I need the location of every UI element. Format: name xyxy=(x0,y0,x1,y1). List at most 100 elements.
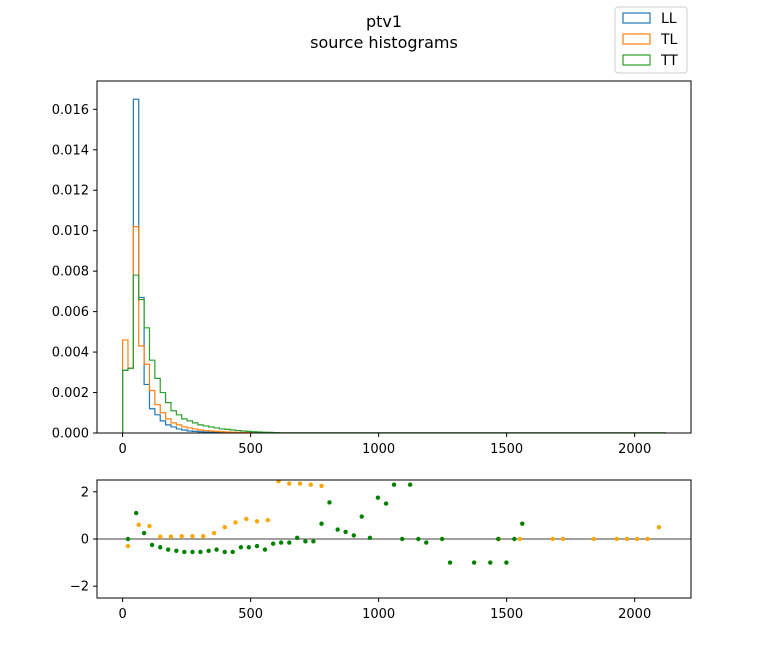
scatter-point-orange xyxy=(560,536,566,542)
top-histogram-panel: 0 500 1000 1500 2000 0.000 0.002 0.004 0.006 0.00… xyxy=(52,80,692,457)
bottom-y-tick-label: 0 xyxy=(81,533,89,548)
scatter-point-orange xyxy=(635,536,640,542)
scatter-point-green xyxy=(238,545,244,550)
top-y-tick-label: 0.002 xyxy=(52,386,89,401)
scatter-point-orange xyxy=(265,517,270,523)
scatter-point-green xyxy=(206,548,211,553)
scatter-point-orange xyxy=(222,525,227,530)
scatter-point-green xyxy=(287,540,292,545)
scatter-point-green xyxy=(399,536,405,542)
scatter-point-green xyxy=(375,495,381,500)
scatter-point-green xyxy=(335,527,340,532)
scatter-point-orange xyxy=(308,482,313,487)
bottom-y-tick-label: 2 xyxy=(81,485,89,500)
bottom-x-tick-label: 500 xyxy=(238,607,263,622)
scatter-point-orange xyxy=(147,523,152,529)
bottom-x-tick-label: 0 xyxy=(118,607,126,622)
legend-label-tl: TL xyxy=(660,32,678,48)
top-y-tick-label: 0.014 xyxy=(52,143,89,158)
scatter-point-green xyxy=(262,547,268,552)
scatter-point-orange xyxy=(211,530,217,536)
scatter-point-green xyxy=(230,549,235,555)
scatter-point-green xyxy=(416,536,421,542)
scatter-point-orange xyxy=(136,522,141,528)
scatter-point-orange xyxy=(276,480,281,484)
top-x-tick-label: 500 xyxy=(238,442,263,457)
scatter-point-green xyxy=(343,529,348,535)
scatter-point-green xyxy=(303,539,308,544)
top-y-tick-label: 0.008 xyxy=(52,265,89,280)
bottom-y-tick-label: −2 xyxy=(70,580,89,595)
scatter-point-green xyxy=(149,542,155,548)
scatter-point-green xyxy=(190,549,195,555)
top-y-tick-label: 0.004 xyxy=(52,346,89,361)
scatter-point-green xyxy=(359,514,364,519)
scatter-point-orange xyxy=(645,536,650,542)
scatter-point-orange xyxy=(190,533,195,539)
scatter-point-green xyxy=(133,510,139,516)
scatter-point-green xyxy=(407,482,413,487)
scatter-point-orange xyxy=(319,483,324,489)
scatter-point-orange xyxy=(591,536,596,542)
scatter-point-green xyxy=(158,545,163,550)
scatter-point-green xyxy=(165,547,171,552)
top-y-tick-label: 0.016 xyxy=(52,103,89,118)
scatter-point-green xyxy=(222,549,227,555)
scatter-point-green xyxy=(319,521,324,526)
scatter-point-green xyxy=(246,545,252,550)
scatter-point-green xyxy=(512,536,517,542)
legend: LL TL TT xyxy=(614,6,688,74)
top-x-tick-label: 0 xyxy=(118,442,126,457)
chart-subtitle: source histograms xyxy=(310,33,458,52)
scatter-point-orange xyxy=(168,534,174,539)
scatter-point-orange xyxy=(179,533,184,539)
scatter-point-green xyxy=(447,560,453,565)
legend-swatch-ll xyxy=(622,12,651,24)
scatter-point-green xyxy=(254,543,260,549)
scatter-point-green xyxy=(488,560,493,565)
scatter-point-orange xyxy=(158,534,163,539)
legend-swatch-tt xyxy=(622,54,651,66)
scatter-point-orange xyxy=(297,481,303,486)
scatter-point-green xyxy=(471,560,477,565)
scatter-point-orange xyxy=(125,543,131,549)
bottom-x-tick-label: 1500 xyxy=(490,607,523,622)
histogram-series-tl xyxy=(122,226,666,433)
scatter-point-orange xyxy=(244,516,249,522)
scatter-point-green xyxy=(141,530,147,536)
scatter-point-green xyxy=(270,541,276,546)
scatter-point-green xyxy=(182,549,187,555)
top-x-tick-label: 1000 xyxy=(362,442,395,457)
scatter-point-orange xyxy=(624,536,630,542)
scatter-point-green xyxy=(214,547,219,552)
scatter-point-green xyxy=(391,482,397,487)
scatter-point-green xyxy=(295,535,300,541)
scatter-point-green xyxy=(327,500,332,505)
scatter-point-green xyxy=(496,536,501,542)
bottom-scatter-panel: 0 500 1000 1500 2000 −2 0 2 xyxy=(70,479,692,622)
scatter-point-orange xyxy=(287,481,292,486)
bottom-x-tick-label: 2000 xyxy=(618,607,651,622)
chart-title: ptv1 xyxy=(366,12,402,31)
histogram-series-ll xyxy=(122,98,666,433)
top-x-tick-label: 1500 xyxy=(490,442,523,457)
legend-swatch-tl xyxy=(622,33,651,45)
scatter-point-green xyxy=(367,535,373,541)
scatter-point-green xyxy=(174,548,179,553)
scatter-point-green xyxy=(311,539,316,544)
scatter-point-orange xyxy=(656,525,662,530)
scatter-point-orange xyxy=(233,520,238,525)
scatter-point-orange xyxy=(254,519,260,524)
top-plot-frame xyxy=(96,80,692,434)
scatter-point-green xyxy=(383,501,389,506)
top-y-tick-label: 0.010 xyxy=(52,224,89,239)
scatter-point-green xyxy=(424,540,429,545)
scatter-point-green xyxy=(351,533,357,538)
top-y-tick-label: 0.000 xyxy=(52,427,89,442)
top-x-tick-label: 2000 xyxy=(618,442,651,457)
top-y-tick-label: 0.006 xyxy=(52,305,89,320)
bottom-x-tick-label: 1000 xyxy=(362,607,395,622)
legend-label-tt: TT xyxy=(660,53,678,69)
scatter-point-green xyxy=(125,536,131,542)
